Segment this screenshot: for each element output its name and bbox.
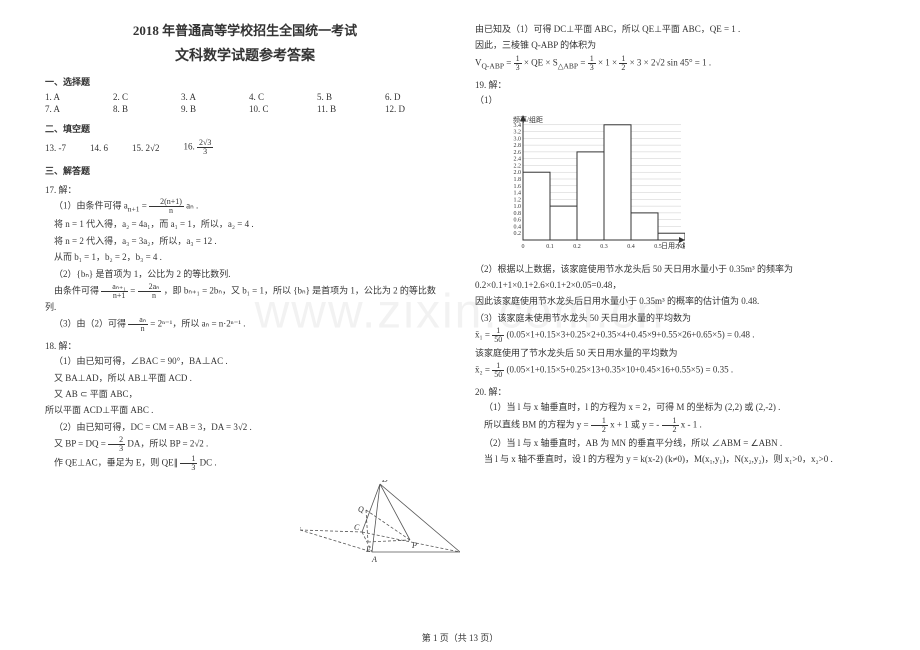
q17-line: 由条件可得 aₙ₊₁n+1 = 2aₙn ，即 bₙ₊₁ = 2bₙ，又 b₁ … (45, 283, 445, 314)
section-fill-header: 二、填空题 (45, 122, 445, 135)
choice-ans: 10. C (249, 104, 289, 114)
q20-line: 当 l 与 x 轴不垂直时，设 l 的方程为 y = k(x-2) (k≠0)，… (475, 452, 875, 466)
svg-text:C: C (354, 523, 360, 532)
svg-text:3.2: 3.2 (514, 129, 522, 135)
svg-text:0.6: 0.6 (514, 217, 522, 223)
svg-text:0.4: 0.4 (514, 224, 522, 230)
left-column: 2018 年普通高等学校招生全国统一考试 文科数学试题参考答案 一、选择题 1.… (30, 20, 460, 640)
choice-ans: 6. D (385, 92, 425, 102)
svg-text:1.8: 1.8 (514, 177, 522, 183)
page-footer: 第 1 页（共 13 页） (0, 631, 920, 644)
svg-text:频率/组距: 频率/组距 (513, 115, 543, 124)
choice-ans: 1. A (45, 92, 85, 102)
q18-line: 又 BP = DQ = 23 DA，所以 BP = 2√2 . (45, 436, 445, 453)
q19-line: x̄₁ = 150 (0.05×1+0.15×3+0.25×2+0.35×4+0… (475, 327, 875, 344)
page: 2018 年普通高等学校招生全国统一考试 文科数学试题参考答案 一、选择题 1.… (0, 0, 920, 650)
histogram-chart: 0.20.40.60.81.01.21.41.61.82.02.22.42.62… (495, 114, 685, 254)
right-column: 由已知及（1）可得 DC⊥平面 ABC，所以 QE⊥平面 ABC，QE = 1 … (460, 20, 890, 640)
q19-number: 19. 解： (475, 78, 875, 91)
q20-number: 20. 解： (475, 385, 875, 398)
svg-text:2.4: 2.4 (514, 156, 522, 162)
q17-line: 从而 b₁ = 1，b₂ = 2，b₃ = 4 . (45, 250, 445, 264)
choice-ans: 8. B (113, 104, 153, 114)
q20-line: （2）当 l 与 x 轴垂直时，AB 为 MN 的垂直平分线，所以 ∠ABM =… (475, 436, 875, 450)
svg-text:A: A (371, 555, 377, 564)
svg-text:0.3: 0.3 (600, 244, 608, 250)
fill-15: 15. 2√2 (132, 143, 159, 153)
q18-volume-line: VQ-ABP = 13 × QE × S△ABP = 13 × 1 × 12 ×… (475, 55, 875, 72)
svg-text:1.2: 1.2 (514, 197, 522, 203)
q18-cont-line: 由已知及（1）可得 DC⊥平面 ABC，所以 QE⊥平面 ABC，QE = 1 … (475, 22, 875, 36)
q18-line: 又 AB ⊂ 平面 ABC， (45, 387, 445, 401)
exam-title: 2018 年普通高等学校招生全国统一考试 (45, 20, 445, 39)
svg-text:0.1: 0.1 (546, 244, 554, 250)
choice-ans: 12. D (385, 104, 425, 114)
fill-16: 16. 2√33 (183, 139, 213, 156)
q17-line: （2）{bₙ} 是首项为 1，公比为 2 的等比数列. (45, 267, 445, 281)
choice-ans: 7. A (45, 104, 85, 114)
choice-ans: 9. B (181, 104, 221, 114)
q18-line: （2）由已知可得，DC = CM = AB = 3，DA = 3√2 . (45, 420, 445, 434)
svg-text:1.4: 1.4 (514, 190, 522, 196)
svg-text:0: 0 (522, 244, 525, 250)
q18-line: 所以平面 ACD⊥平面 ABC . (45, 403, 445, 417)
choice-row-2: 7. A 8. B 9. B 10. C 11. B 12. D (45, 104, 445, 114)
q20-line: （1）当 l 与 x 轴垂直时，l 的方程为 x = 2，可得 M 的坐标为 (… (475, 400, 875, 414)
choice-ans: 3. A (181, 92, 221, 102)
svg-text:Q: Q (358, 505, 364, 514)
q18-cont-line: 因此，三棱锥 Q-ABP 的体积为 (475, 38, 875, 52)
svg-text:D: D (381, 480, 388, 484)
section-choice-header: 一、选择题 (45, 75, 445, 88)
svg-text:1.6: 1.6 (514, 183, 522, 189)
geometry-figure: MABCDQPE (300, 480, 460, 570)
q19-line: x̄₂ = 150 (0.05×1+0.15×5+0.25×13+0.35×10… (475, 362, 875, 379)
choice-ans: 2. C (113, 92, 153, 102)
q17-line: （1）由条件可得 an+1 = 2(n+1)n aₙ . (45, 198, 445, 215)
svg-text:3.0: 3.0 (514, 136, 522, 142)
q17-line: 将 n = 1 代入得，a₂ = 4a₁，而 a₁ = 1，所以，a₂ = 4 … (45, 217, 445, 231)
choice-ans: 11. B (317, 104, 357, 114)
svg-text:1.0: 1.0 (514, 204, 522, 210)
exam-subtitle: 文科数学试题参考答案 (45, 45, 445, 65)
choice-row-1: 1. A 2. C 3. A 4. C 5. B 6. D (45, 92, 445, 102)
q20-line: 所以直线 BM 的方程为 y = 12 x + 1 或 y = - 12 x -… (475, 417, 875, 434)
section-solve-header: 三、解答题 (45, 164, 445, 177)
choice-ans: 4. C (249, 92, 289, 102)
q17-number: 17. 解： (45, 183, 445, 196)
choice-ans: 5. B (317, 92, 357, 102)
svg-text:P: P (411, 541, 417, 550)
svg-text:日用水量/m³: 日用水量/m³ (661, 241, 685, 250)
q19-line: （2）根据以上数据，该家庭使用节水龙头后 50 天日用水量小于 0.35m³ 的… (475, 262, 875, 276)
svg-text:2.8: 2.8 (514, 143, 522, 149)
q18-line: 又 BA⊥AD，所以 AB⊥平面 ACD . (45, 371, 445, 385)
svg-text:2.6: 2.6 (514, 149, 522, 155)
svg-text:2.0: 2.0 (514, 170, 522, 176)
q18-line: 作 QE⊥AC，垂足为 E，则 QE∥ 13 DC . (45, 455, 445, 472)
fill-14: 14. 6 (90, 143, 108, 153)
q19-line: （3）该家庭未使用节水龙头 50 天日用水量的平均数为 (475, 311, 875, 325)
svg-text:0.2: 0.2 (514, 231, 522, 237)
q19-line: 0.2×0.1+1×0.1+2.6×0.1+2×0.05=0.48， (475, 278, 875, 292)
svg-text:2.2: 2.2 (514, 163, 522, 169)
q18-line: （1）由已知可得，∠BAC = 90°，BA⊥AC . (45, 354, 445, 368)
fill-row: 13. -7 14. 6 15. 2√2 16. 2√33 (45, 139, 445, 156)
q19-part1: （1） (475, 93, 875, 107)
q17-line: 将 n = 2 代入得，a₃ = 3a₂，所以，a₃ = 12 . (45, 234, 445, 248)
svg-text:0.8: 0.8 (514, 210, 522, 216)
svg-text:0.2: 0.2 (573, 244, 581, 250)
svg-text:E: E (365, 545, 371, 554)
fill-13: 13. -7 (45, 143, 66, 153)
q17-line: （3）由（2）可得 aₙn = 2ⁿ⁻¹，所以 aₙ = n·2ⁿ⁻¹ . (45, 316, 445, 333)
q19-line: 该家庭使用了节水龙头后 50 天日用水量的平均数为 (475, 346, 875, 360)
q19-line: 因此该家庭使用节水龙头后日用水量小于 0.35m³ 的概率的估计值为 0.48. (475, 294, 875, 308)
svg-text:0.4: 0.4 (627, 244, 635, 250)
q18-number: 18. 解： (45, 339, 445, 352)
